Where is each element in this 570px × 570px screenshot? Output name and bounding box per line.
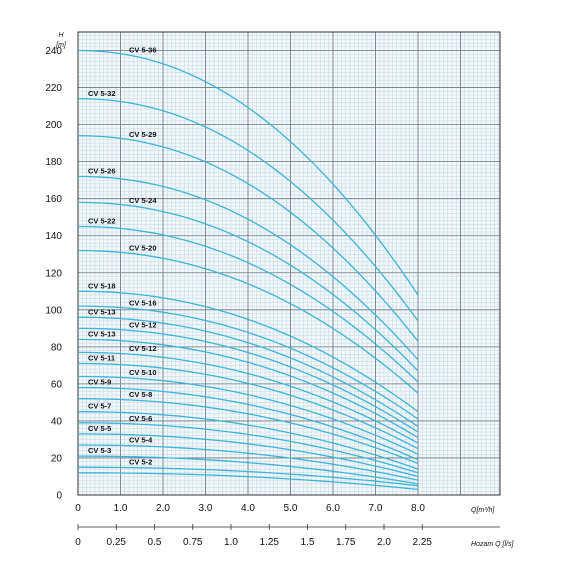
pump-curve	[77, 327, 419, 433]
pump-curve	[77, 249, 419, 394]
pump-curve	[78, 433, 419, 478]
pump-curve	[78, 411, 419, 470]
pump-curves	[77, 49, 419, 491]
pump-curve	[77, 135, 419, 342]
x-tick-label: 5.0	[284, 503, 298, 514]
curve-label: CV 5-16	[129, 298, 157, 307]
pump-curve	[77, 338, 419, 439]
curve-label: CV 5-29	[129, 130, 157, 139]
y-tick-label: 220	[45, 83, 62, 94]
x2-tick-label: 0.5	[148, 537, 162, 548]
curve-label: CV 5-20	[129, 243, 157, 252]
y-tick-label: 180	[45, 157, 62, 168]
x-tick-label: 1.0	[114, 503, 128, 514]
curve-label: CV 5-22	[88, 217, 116, 226]
x2-tick-label: 2.25	[413, 537, 433, 548]
major-grid	[77, 31, 501, 496]
pump-curve	[77, 98, 419, 322]
x-tick-label: 7.0	[369, 503, 383, 514]
y-axis-title: H	[58, 32, 64, 39]
x2-axis-title: Hozam Q [l/s]	[471, 541, 514, 548]
curve-label: CV 5-13	[88, 329, 116, 338]
curve-label: CV 5-10	[129, 368, 157, 377]
x-tick-label: 6.0	[326, 503, 340, 514]
curve-label: CV 5-24	[129, 196, 157, 205]
x-axis-title: Q[m³/h]	[471, 507, 495, 514]
curve-label: CV 5-36	[129, 45, 157, 54]
curve-label: CV 5-11	[88, 354, 115, 363]
pump-curve	[78, 290, 419, 413]
curve-label: CV 5-32	[88, 89, 116, 98]
x-tick-label: 4.0	[241, 503, 255, 514]
y-tick-label: 20	[51, 453, 63, 464]
y-tick-label: 160	[45, 194, 62, 205]
y-tick-label: 240	[45, 46, 62, 57]
x-tick-label: 0	[75, 503, 81, 514]
curve-label: CV 5-6	[129, 414, 152, 423]
curve-label: CV 5-9	[88, 378, 111, 387]
curve-label: CV 5-13	[88, 307, 116, 316]
curve-label: CV 5-3	[88, 446, 111, 455]
curve-label: CV 5-26	[88, 167, 116, 176]
x2-tick-label: 1.75	[336, 537, 356, 548]
curve-label: CV 5-8	[129, 390, 152, 399]
pump-curve	[78, 386, 419, 461]
pump-curve	[78, 305, 419, 420]
y-tick-label: 80	[51, 342, 63, 353]
curve-label: CV 5-2	[129, 458, 152, 467]
y-tick-label: 120	[45, 268, 62, 279]
x-tick-label: 8.0	[411, 503, 425, 514]
pump-curve	[78, 225, 419, 383]
pump-curve	[78, 455, 419, 485]
x2-tick-label: 1.0	[224, 537, 238, 548]
pump-curve	[78, 362, 419, 450]
x2-tick-label: 2.0	[377, 537, 391, 548]
pump-curve	[78, 472, 419, 491]
curve-label: CV 5-5	[88, 424, 111, 433]
curve-label: CV 5-4	[129, 436, 153, 445]
plot-background	[78, 32, 500, 495]
x-tick-label: 3.0	[199, 503, 213, 514]
pump-curve	[77, 49, 419, 296]
y-tick-label: 140	[45, 231, 62, 242]
curve-label: CV 5-12	[129, 344, 157, 353]
x-tick-label: 2.0	[156, 503, 170, 514]
secondary-x-axis: 0 0.25 0.5 0.75 1.0 1.25 1.5 1.75 2.0 2.25	[75, 524, 500, 548]
curve-label: CV 5-12	[129, 320, 157, 329]
pump-curve	[77, 201, 419, 372]
y-tick-label: 200	[45, 120, 62, 131]
y-axis-ticks: 0 20 40 60 80 100 120 140 160 180 200 220 240	[45, 46, 62, 501]
x2-tick-label: 0	[75, 537, 81, 548]
x2-tick-label: 1.25	[260, 537, 280, 548]
pump-curve	[78, 422, 419, 474]
x-axis-ticks: 0 1.0 2.0 3.0 4.0 5.0 6.0 7.0 8.0	[75, 503, 425, 514]
y-tick-label: 100	[45, 305, 62, 316]
y-axis-unit: [m]	[55, 42, 67, 49]
y-tick-label: 40	[51, 416, 63, 427]
pump-curve	[78, 375, 419, 455]
x2-tick-label: 0.75	[183, 537, 203, 548]
pump-curve	[78, 466, 419, 487]
curve-label: CV 5-18	[88, 281, 116, 290]
y-tick-label: 60	[51, 379, 63, 390]
curve-labels: CV 5-2 CV 5-3 CV 5-4 CV 5-5 CV 5-6 CV 5-7 CV 5…	[88, 45, 157, 466]
pump-curve	[78, 351, 419, 444]
pump-curve	[78, 398, 419, 465]
pump-curve	[77, 316, 419, 428]
plot-border	[77, 31, 501, 496]
pump-curve	[78, 175, 419, 361]
x2-tick-label: 0.25	[107, 537, 127, 548]
x2-tick-label: 1.5	[301, 537, 315, 548]
y-tick-label: 0	[56, 491, 62, 502]
curve-label: CV 5-7	[88, 402, 111, 411]
pump-curve	[78, 444, 419, 481]
